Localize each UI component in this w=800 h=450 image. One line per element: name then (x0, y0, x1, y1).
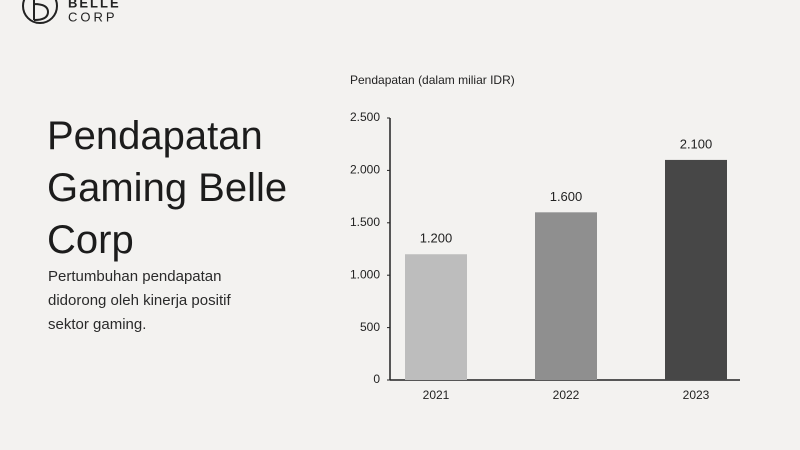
logo-text: BELLE (68, 0, 121, 10)
x-tick-label: 2022 (553, 388, 580, 402)
slide-title: Pendapatan Gaming Belle Corp (47, 114, 288, 262)
y-tick-label: 1.500 (350, 215, 380, 229)
x-tick-label: 2021 (423, 388, 450, 402)
logo-icon (22, 0, 58, 24)
y-tick-label: 1.000 (350, 267, 380, 281)
y-tick-label: 0 (373, 372, 380, 386)
logo-text: CORP (68, 9, 118, 24)
y-tick-label: 500 (360, 320, 380, 334)
y-tick-label: 2.500 (350, 110, 380, 124)
y-tick-label: 2.000 (350, 163, 380, 177)
axis-title: Pendapatan (dalam miliar IDR) (350, 73, 515, 87)
bar (405, 254, 467, 380)
bar (665, 159, 727, 380)
value-label: 1.600 (550, 189, 583, 204)
bar (535, 212, 597, 380)
x-tick-label: 2023 (683, 388, 710, 402)
slide-subtitle: Pertumbuhan pendapatan didorong oleh kin… (48, 268, 231, 333)
value-label: 1.200 (420, 231, 453, 246)
value-label: 2.100 (680, 136, 713, 151)
